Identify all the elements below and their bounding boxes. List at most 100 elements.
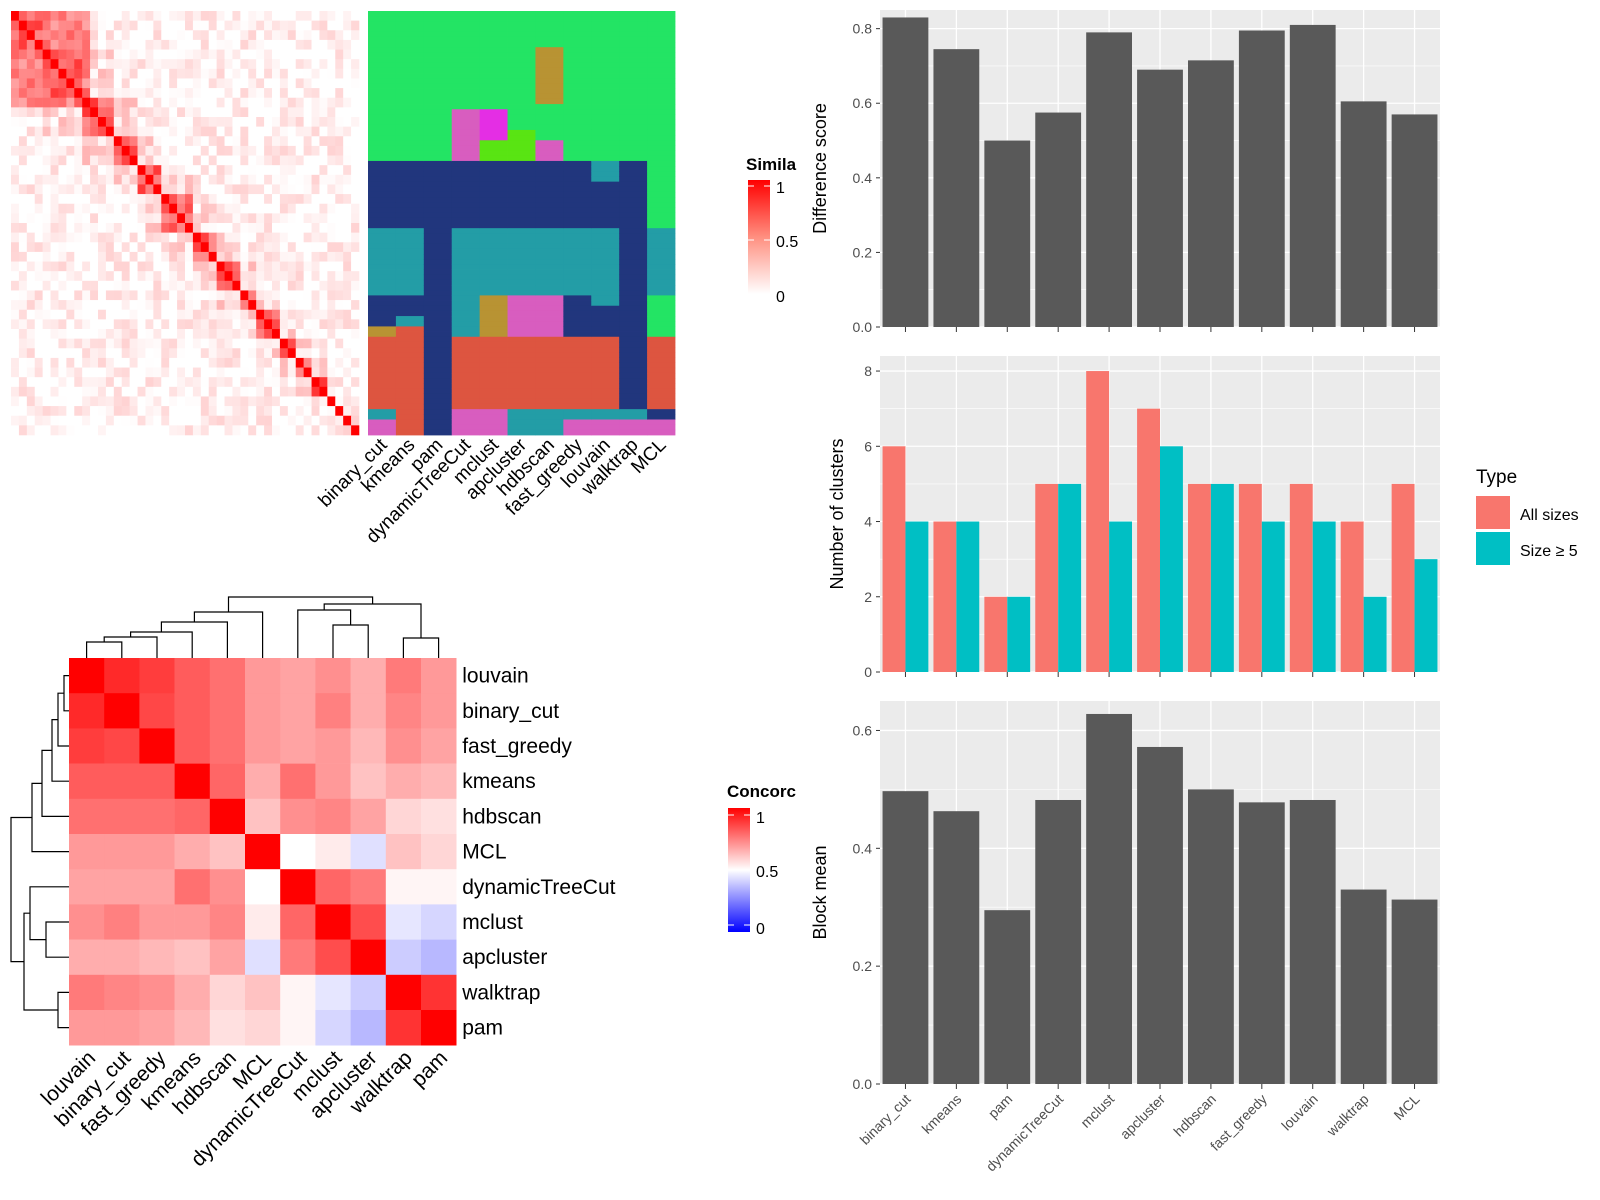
cluster-cell bbox=[647, 88, 676, 95]
similarity-cell bbox=[279, 396, 289, 407]
cluster-cell bbox=[423, 393, 453, 400]
similarity-cell bbox=[121, 155, 130, 166]
similarity-cell bbox=[82, 203, 91, 214]
cluster-cell bbox=[479, 119, 508, 126]
cluster-cell bbox=[395, 429, 425, 436]
similarity-cell bbox=[185, 357, 194, 368]
similarity-cell bbox=[98, 271, 107, 282]
similarity-cell bbox=[177, 203, 186, 214]
similarity-cell bbox=[240, 367, 249, 378]
similarity-cell bbox=[287, 145, 297, 156]
similarity-cell bbox=[303, 20, 312, 31]
similarity-cell bbox=[42, 107, 51, 118]
similarity-cell bbox=[295, 11, 304, 21]
concordance-cell bbox=[104, 798, 140, 835]
similarity-cell bbox=[311, 213, 320, 224]
similarity-cell bbox=[200, 280, 210, 291]
cluster-cell bbox=[647, 403, 676, 410]
similarity-cell bbox=[343, 39, 352, 50]
x-tick-label: hdbscan bbox=[1170, 1091, 1219, 1140]
cluster-cell bbox=[563, 326, 592, 332]
similarity-cell bbox=[58, 348, 67, 359]
bar bbox=[1414, 559, 1438, 672]
cluster-cell bbox=[368, 264, 397, 270]
cluster-cell bbox=[563, 228, 592, 234]
bar bbox=[1210, 483, 1234, 672]
cluster-cell bbox=[591, 254, 620, 260]
similarity-cell bbox=[90, 300, 99, 311]
cluster-cell bbox=[563, 290, 592, 296]
cluster-cell bbox=[563, 104, 592, 110]
similarity-cell bbox=[311, 232, 320, 243]
similarity-cell bbox=[90, 68, 99, 79]
bar bbox=[1391, 114, 1438, 328]
cluster-cell bbox=[507, 274, 536, 281]
cluster-cell bbox=[395, 264, 425, 270]
similarity-cell bbox=[295, 165, 304, 176]
similarity-cell bbox=[105, 165, 115, 176]
cluster-cell bbox=[619, 279, 648, 286]
similarity-cell bbox=[295, 232, 304, 243]
cluster-cell bbox=[423, 62, 453, 69]
similarity-cell bbox=[185, 290, 194, 301]
similarity-cell bbox=[343, 338, 352, 349]
similarity-cell bbox=[279, 213, 289, 224]
similarity-cell bbox=[287, 377, 297, 388]
similarity-cell bbox=[74, 107, 83, 118]
cluster-cell bbox=[563, 212, 592, 219]
similarity-cell bbox=[224, 415, 233, 426]
similarity-cell bbox=[169, 271, 178, 282]
similarity-legend-tick-0: 0 bbox=[776, 289, 785, 306]
similarity-cell bbox=[18, 174, 28, 185]
similarity-cell bbox=[129, 165, 138, 176]
similarity-cell bbox=[50, 49, 59, 60]
similarity-cell bbox=[34, 223, 43, 233]
similarity-cell bbox=[50, 357, 59, 368]
cluster-cell bbox=[619, 109, 648, 115]
similarity-cell bbox=[42, 406, 51, 417]
similarity-cell bbox=[295, 194, 304, 205]
similarity-cell bbox=[161, 194, 170, 205]
cluster-cell bbox=[395, 145, 425, 152]
cluster-cell bbox=[507, 269, 536, 276]
similarity-cell bbox=[66, 78, 75, 89]
similarity-cell bbox=[216, 194, 225, 205]
similarity-cell bbox=[66, 88, 75, 99]
cluster-cell bbox=[423, 347, 453, 353]
similarity-cell bbox=[303, 59, 312, 70]
cluster-cell bbox=[368, 52, 397, 58]
similarity-cell bbox=[343, 68, 352, 79]
x-tick-label: binary_cut bbox=[857, 1091, 914, 1148]
similarity-cell bbox=[272, 49, 281, 60]
similarity-cell bbox=[208, 223, 217, 233]
cluster-cell bbox=[647, 367, 676, 374]
similarity-cell bbox=[26, 290, 36, 301]
cluster-cell bbox=[423, 36, 453, 43]
concordance-cell bbox=[139, 763, 175, 800]
similarity-cell bbox=[121, 184, 130, 195]
similarity-cell bbox=[248, 117, 257, 127]
similarity-cell bbox=[319, 251, 328, 262]
similarity-cell bbox=[177, 136, 186, 147]
similarity-cell bbox=[216, 11, 225, 21]
cluster-cell bbox=[535, 419, 564, 426]
cluster-cell bbox=[563, 109, 592, 115]
concordance-cell bbox=[245, 798, 281, 835]
similarity-cell bbox=[287, 242, 297, 253]
similarity-cell bbox=[351, 223, 360, 233]
similarity-legend-tick-1: 1 bbox=[776, 180, 785, 197]
concordance-cell bbox=[174, 904, 211, 940]
similarity-cell bbox=[216, 20, 225, 31]
similarity-cell bbox=[74, 261, 83, 272]
similarity-cell bbox=[145, 271, 154, 282]
concordance-cell bbox=[385, 834, 422, 870]
similarity-cell bbox=[34, 406, 43, 417]
cluster-cell bbox=[535, 67, 564, 74]
similarity-cell bbox=[34, 271, 43, 282]
cluster-cell bbox=[451, 357, 481, 364]
cluster-cell bbox=[591, 223, 620, 229]
similarity-cell bbox=[319, 232, 328, 243]
similarity-cell bbox=[26, 357, 36, 368]
cluster-cell bbox=[479, 166, 508, 172]
cluster-cell bbox=[395, 269, 425, 276]
